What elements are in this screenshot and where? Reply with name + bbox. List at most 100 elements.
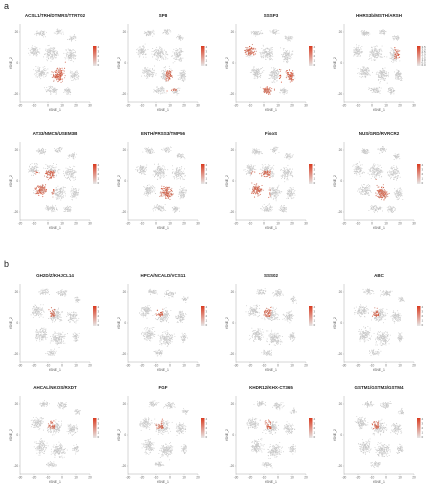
y-tick-label: -20 xyxy=(14,92,19,96)
cell-point xyxy=(248,54,251,56)
cell-point xyxy=(184,70,186,72)
cell-point xyxy=(167,30,168,32)
cell-point xyxy=(51,56,53,58)
cell-point xyxy=(397,50,399,52)
cell-point xyxy=(286,92,288,94)
cell-point xyxy=(66,57,68,59)
cell-point xyxy=(180,78,181,80)
cell-point xyxy=(39,32,41,34)
cell-point xyxy=(179,75,181,77)
cell-point xyxy=(373,59,375,61)
cell-point xyxy=(159,87,161,89)
cell-point xyxy=(151,76,153,78)
cell-point xyxy=(53,50,55,52)
cell-point xyxy=(51,55,53,57)
cell-point xyxy=(38,72,40,74)
cell-point xyxy=(161,90,163,91)
cell-point xyxy=(252,48,254,50)
cell-point xyxy=(145,169,147,171)
cell-point xyxy=(169,73,172,75)
cell-point xyxy=(53,191,55,193)
cell-point xyxy=(289,74,291,76)
cell-point xyxy=(64,77,66,79)
cell-point xyxy=(270,48,272,50)
cell-point xyxy=(56,164,57,165)
cell-point xyxy=(376,87,378,89)
cell-point xyxy=(35,191,37,193)
cell-point xyxy=(380,72,382,74)
cell-point xyxy=(370,90,372,91)
cell-point xyxy=(60,188,62,190)
cell-point xyxy=(394,60,396,62)
cell-point xyxy=(290,72,292,74)
cell-point xyxy=(144,75,146,77)
cell-point xyxy=(162,87,164,89)
x-tick-label: 20 xyxy=(182,222,186,226)
cell-point xyxy=(367,33,369,35)
cell-point xyxy=(40,152,42,154)
cell-point xyxy=(137,52,139,54)
cell-point xyxy=(174,54,176,56)
cell-point xyxy=(39,76,40,78)
cell-point xyxy=(72,77,74,79)
x-tick-label: 0 xyxy=(47,222,49,226)
cell-point xyxy=(72,175,74,177)
cell-point xyxy=(65,209,67,211)
cell-point xyxy=(159,52,161,53)
cell-point xyxy=(70,179,71,181)
cell-point xyxy=(63,52,65,54)
cell-point xyxy=(39,151,41,153)
cell-point xyxy=(266,54,268,56)
cell-point xyxy=(71,71,73,73)
cell-point xyxy=(76,70,78,72)
cell-point xyxy=(268,55,270,57)
cell-point xyxy=(70,38,72,40)
cell-point xyxy=(71,196,73,198)
cell-point xyxy=(286,51,288,53)
cell-point xyxy=(72,168,74,170)
cell-point xyxy=(184,79,186,80)
cell-point xyxy=(55,205,57,207)
cell-point xyxy=(263,55,265,56)
cell-point xyxy=(271,51,273,53)
cell-point xyxy=(167,150,169,152)
cell-point xyxy=(396,72,398,74)
cell-point xyxy=(377,80,379,82)
cell-point xyxy=(255,48,257,50)
cell-point xyxy=(44,54,46,55)
cell-point xyxy=(357,47,359,49)
cell-point xyxy=(367,73,369,75)
cell-point xyxy=(140,47,142,49)
cell-point xyxy=(57,67,59,69)
cell-point xyxy=(68,49,70,51)
cell-point xyxy=(54,57,56,59)
cell-point xyxy=(371,47,373,49)
cell-point xyxy=(69,210,71,212)
cell-point xyxy=(175,57,177,59)
cell-point xyxy=(148,32,150,34)
cell-point xyxy=(163,54,165,55)
cell-point xyxy=(156,91,158,93)
cell-point xyxy=(153,74,154,75)
cell-point xyxy=(361,73,363,75)
cell-point xyxy=(60,198,62,199)
cell-point xyxy=(37,51,39,53)
cell-point xyxy=(289,54,291,56)
cell-point xyxy=(31,162,33,164)
cell-point xyxy=(269,52,271,54)
cell-point xyxy=(259,76,261,77)
cell-point xyxy=(48,207,49,209)
cell-point xyxy=(169,75,171,78)
cell-point xyxy=(56,52,57,54)
cell-point xyxy=(56,53,58,55)
cell-point xyxy=(153,91,155,93)
cell-point xyxy=(76,189,78,191)
cell-point xyxy=(162,72,164,74)
cell-point xyxy=(57,198,59,200)
cell-point xyxy=(72,53,74,55)
cell-point xyxy=(180,57,182,59)
cell-point xyxy=(165,56,167,58)
cell-point xyxy=(56,74,58,76)
panel-title: AT33/NMC5/USEM3B xyxy=(33,131,78,136)
cell-point xyxy=(367,69,369,71)
